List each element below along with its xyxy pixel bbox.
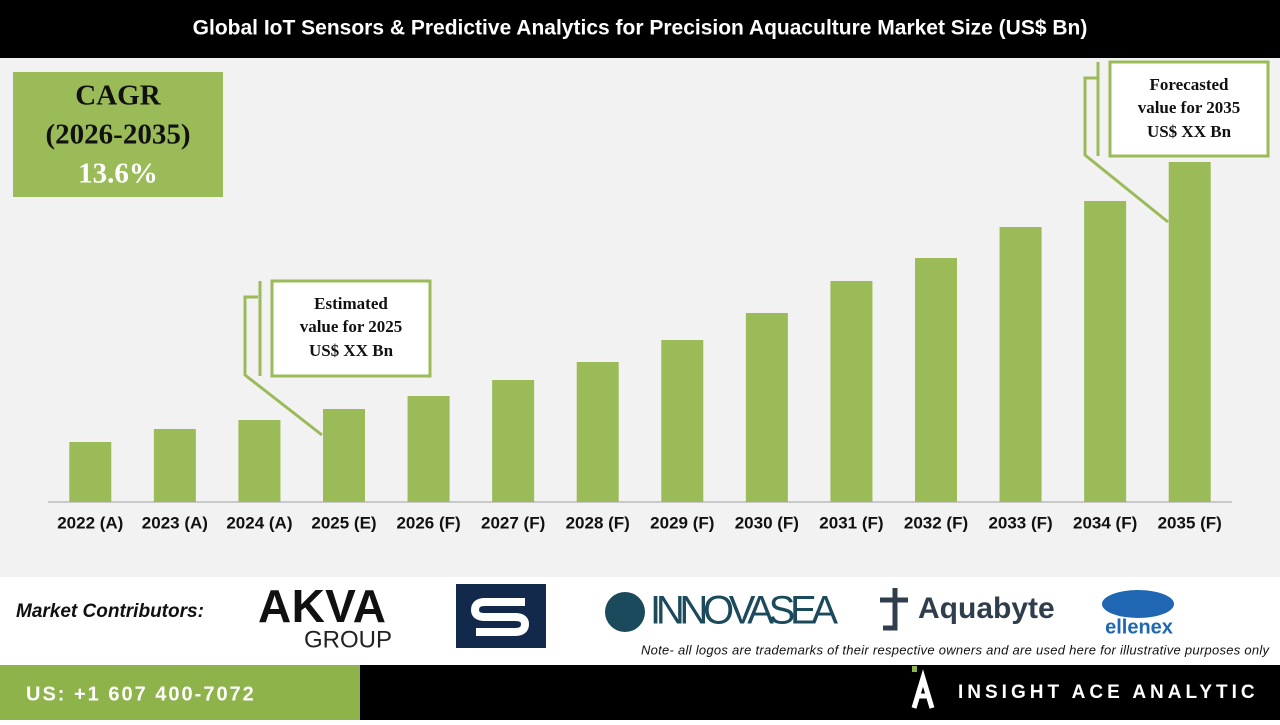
x-tick-label: 2025 (E)	[311, 513, 376, 532]
callout-text: value for 2035	[1138, 98, 1241, 117]
bar	[999, 227, 1042, 502]
cagr-box	[13, 72, 223, 197]
bar	[576, 362, 619, 502]
logo: INNOVASEA	[650, 589, 838, 633]
bar	[1084, 201, 1127, 502]
contributors-label: Market Contributors:	[16, 601, 204, 622]
callout-text: US$ XX Bn	[309, 341, 394, 360]
bar	[492, 380, 535, 502]
chart-title: Global IoT Sensors & Predictive Analytic…	[193, 17, 1088, 40]
cagr-period: (2026-2035)	[46, 119, 191, 151]
bar	[323, 409, 365, 502]
brand: INSIGHT ACE ANALYTIC	[958, 682, 1259, 703]
bar	[915, 258, 957, 502]
x-tick-label: 2024 (A)	[226, 513, 292, 532]
x-tick-label: 2022 (A)	[57, 513, 123, 532]
x-tick-label: 2027 (F)	[481, 513, 545, 532]
callout-text: Estimated	[314, 294, 388, 313]
estimated-connector	[243, 60, 1270, 437]
brand-mark	[911, 669, 935, 709]
title-bar	[0, 0, 1280, 58]
x-tick-label: 2034 (F)	[1073, 513, 1137, 532]
bar	[745, 313, 788, 502]
logo-mark	[470, 598, 530, 636]
callout-text: value for 2025	[300, 317, 403, 336]
bar	[830, 281, 873, 502]
logo: AKVA	[258, 580, 386, 632]
bar	[153, 429, 196, 502]
phone: US: +1 607 400-7072	[26, 683, 256, 705]
x-tick-label: 2030 (F)	[735, 513, 799, 532]
logo: ellenex	[1105, 616, 1173, 638]
logo: Aquabyte	[918, 592, 1055, 625]
logo-mark	[1102, 590, 1174, 618]
cagr-label: CAGR	[75, 80, 161, 112]
logo-mark	[880, 588, 908, 631]
logo-mark	[605, 592, 645, 632]
x-tick-label: 2026 (F)	[396, 513, 460, 532]
bar	[661, 340, 704, 502]
brand-mark	[912, 666, 917, 672]
x-tick-label: 2023 (A)	[142, 513, 208, 532]
x-tick-label: 2032 (F)	[904, 513, 968, 532]
x-tick-label: 2031 (F)	[819, 513, 883, 532]
cagr-value: 13.6%	[78, 158, 158, 190]
note: Note- all logos are trademarks of their …	[641, 642, 1271, 657]
bar	[69, 442, 112, 502]
bar	[407, 396, 450, 502]
x-tick-label: 2033 (F)	[988, 513, 1052, 532]
x-tick-label: 2028 (F)	[566, 513, 630, 532]
x-tick-label: 2035 (F)	[1158, 513, 1222, 532]
callout-text: Forecasted	[1150, 75, 1230, 94]
bar	[238, 420, 281, 502]
logo: GROUP	[304, 626, 392, 653]
bar	[1168, 162, 1211, 502]
phone-box	[0, 665, 360, 720]
x-tick-label: 2029 (F)	[650, 513, 714, 532]
bars: 2022 (A) 2023 (A) 2024 (A) 2025 (E) 2026 (F)…	[57, 162, 1222, 532]
callout-text: US$ XX Bn	[1147, 122, 1232, 141]
